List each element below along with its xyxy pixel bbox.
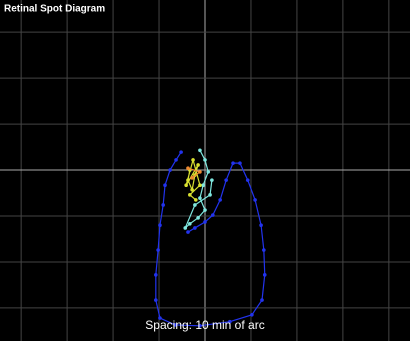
spot-point bbox=[203, 208, 207, 212]
spot-point bbox=[191, 158, 195, 162]
spot-point bbox=[198, 196, 202, 200]
spot-point bbox=[198, 170, 202, 174]
spot-point bbox=[259, 223, 263, 227]
trace-line bbox=[155, 151, 266, 327]
spot-point bbox=[186, 230, 190, 234]
spot-point bbox=[190, 176, 194, 180]
spot-point bbox=[190, 188, 194, 192]
spot-point bbox=[198, 148, 202, 153]
spacing-annotation: Spacing: 10 min of arc bbox=[145, 318, 264, 332]
spot-point bbox=[253, 198, 257, 202]
spot-point bbox=[188, 222, 192, 226]
spot-point bbox=[250, 313, 254, 317]
spot-point bbox=[262, 273, 267, 277]
spot-point bbox=[196, 216, 200, 220]
spot-point bbox=[173, 323, 177, 327]
spot-point bbox=[186, 166, 190, 171]
trace-line bbox=[184, 150, 213, 229]
spot-point bbox=[193, 226, 197, 230]
spot-point bbox=[154, 298, 158, 302]
spot-point bbox=[158, 223, 162, 227]
spot-point bbox=[188, 193, 192, 197]
spot-point bbox=[206, 170, 211, 174]
trace-line bbox=[185, 157, 201, 201]
spot-point bbox=[245, 178, 250, 182]
spot-point bbox=[184, 183, 188, 188]
spot-point bbox=[231, 161, 235, 165]
spot-point bbox=[211, 213, 215, 217]
spot-point bbox=[262, 248, 266, 252]
spot-point bbox=[203, 220, 207, 224]
spot-point bbox=[154, 273, 158, 277]
spot-point bbox=[186, 178, 190, 182]
spot-point bbox=[224, 178, 228, 182]
spot-point bbox=[218, 198, 222, 202]
spot-point bbox=[179, 150, 183, 154]
spot-point bbox=[208, 193, 212, 197]
spot-point bbox=[168, 168, 172, 172]
spot-point bbox=[201, 183, 205, 188]
spot-point bbox=[238, 161, 242, 165]
spot-point bbox=[158, 316, 162, 320]
spot-point bbox=[174, 158, 178, 162]
spot-point bbox=[228, 319, 232, 324]
spot-point bbox=[183, 226, 188, 230]
spot-point bbox=[156, 248, 160, 252]
spot-point bbox=[198, 183, 202, 188]
spot-point bbox=[210, 178, 214, 182]
spot-point bbox=[198, 324, 202, 328]
spot-point bbox=[193, 203, 197, 207]
spot-point bbox=[161, 203, 165, 207]
chart-title: Retinal Spot Diagram bbox=[4, 4, 105, 15]
spot-point bbox=[163, 183, 167, 188]
spot-point bbox=[260, 298, 264, 302]
spot-point bbox=[196, 163, 200, 167]
spot-point bbox=[194, 198, 198, 202]
spot-point bbox=[203, 158, 207, 162]
